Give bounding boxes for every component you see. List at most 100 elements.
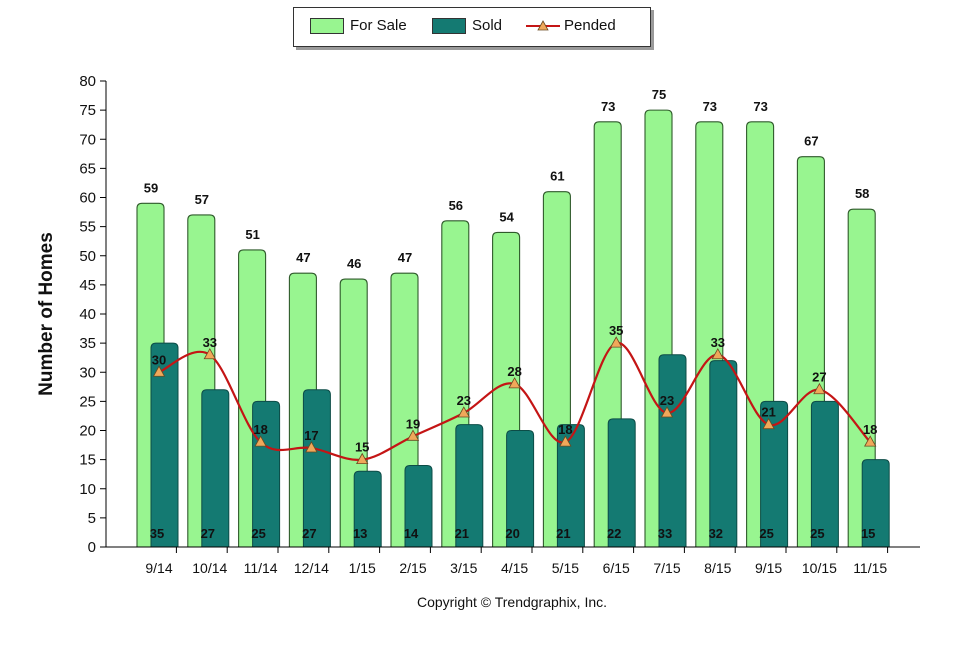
pended-value-label: 18 — [863, 422, 877, 437]
y-tick-label: 10 — [79, 481, 96, 498]
for-sale-value-label: 57 — [195, 192, 209, 207]
legend-item-sold: Sold — [432, 17, 502, 34]
y-tick-label: 20 — [79, 423, 96, 440]
pended-marker — [457, 406, 470, 418]
sold-value-label: 27 — [302, 526, 316, 541]
pended-marker — [406, 429, 420, 441]
for-sale-value-label: 73 — [703, 99, 717, 114]
pended-marker — [152, 365, 166, 377]
x-tick-label: 3/15 — [450, 560, 477, 576]
for-sale-swatch — [310, 17, 344, 34]
y-tick-label: 25 — [79, 393, 96, 410]
for-sale-value-label: 67 — [804, 134, 818, 149]
for-sale-value-label: 56 — [449, 198, 463, 213]
y-tick-label: 50 — [79, 248, 96, 265]
legend-label-pended: Pended — [564, 17, 616, 34]
pended-value-label: 23 — [457, 393, 471, 408]
x-tick-label: 10/15 — [802, 560, 837, 576]
sold-value-label: 32 — [709, 526, 723, 541]
sold-value-label: 15 — [861, 526, 875, 541]
pended-value-label: 27 — [812, 370, 826, 385]
pended-value-label: 15 — [355, 440, 369, 455]
y-axis-title: Number of Homes — [36, 232, 57, 396]
y-tick-label: 75 — [79, 102, 96, 119]
sold-value-label: 21 — [455, 526, 469, 541]
for-sale-value-label: 47 — [398, 250, 412, 265]
x-tick-label: 9/15 — [755, 560, 782, 576]
x-tick-label: 5/15 — [552, 560, 579, 576]
pended-value-label: 28 — [507, 364, 521, 379]
for-sale-value-label: 75 — [652, 87, 666, 102]
sold-bar — [150, 342, 179, 548]
pended-marker — [254, 435, 267, 447]
pended-value-label: 33 — [711, 335, 725, 350]
x-tick-label: 4/15 — [501, 560, 528, 576]
pended-value-label: 30 — [152, 352, 166, 367]
sold-bar — [506, 430, 535, 548]
legend: For Sale Sold Pended — [293, 7, 651, 47]
sold-bar — [607, 418, 636, 548]
for-sale-value-label: 51 — [245, 227, 259, 242]
sold-bar — [658, 354, 687, 548]
pended-marker — [711, 347, 724, 360]
sold-bar — [302, 389, 331, 548]
x-tick-label: 2/15 — [399, 560, 426, 576]
pended-marker — [305, 441, 318, 453]
pended-line — [158, 342, 872, 461]
sold-value-label: 20 — [505, 526, 519, 541]
x-tick-label: 7/15 — [653, 560, 680, 576]
for-sale-value-label: 47 — [296, 250, 310, 265]
y-tick-label: 60 — [79, 190, 96, 207]
y-tick-label: 40 — [79, 306, 96, 323]
pended-marker — [356, 452, 369, 465]
sold-value-label: 22 — [607, 526, 621, 541]
sold-bar — [556, 424, 585, 548]
pended-line-icon — [526, 19, 560, 30]
for-sale-value-label: 58 — [855, 186, 869, 201]
pended-marker — [508, 377, 521, 389]
x-tick-label: 11/14 — [244, 560, 278, 576]
x-tick-label: 10/14 — [192, 560, 227, 576]
sold-value-label: 25 — [759, 526, 773, 541]
pended-marker — [864, 435, 877, 447]
pended-value-label: 17 — [304, 428, 318, 443]
pended-value-label: 35 — [609, 323, 623, 338]
legend-item-for-sale: For Sale — [310, 17, 407, 34]
for-sale-value-label: 73 — [753, 99, 767, 114]
sold-bar — [861, 459, 890, 548]
sold-value-label: 35 — [150, 526, 164, 541]
pended-marker — [203, 347, 216, 360]
pended-marker — [813, 382, 826, 395]
pended-value-label: 23 — [660, 393, 674, 408]
sold-value-label: 14 — [404, 526, 419, 541]
x-tick-label: 11/15 — [853, 560, 887, 576]
sold-bar — [201, 389, 230, 548]
legend-item-pended: Pended — [526, 17, 616, 34]
for-sale-value-label: 54 — [499, 209, 514, 224]
y-tick-label: 35 — [79, 335, 96, 352]
legend-label-sold: Sold — [472, 17, 503, 34]
y-tick-label: 70 — [79, 131, 96, 148]
pended-value-label: 18 — [253, 422, 267, 437]
legend-label-for-sale: For Sale — [350, 17, 407, 34]
sold-value-label: 33 — [658, 526, 672, 541]
y-tick-label: 65 — [79, 160, 96, 177]
pended-value-label: 18 — [558, 422, 572, 437]
sold-value-label: 25 — [810, 526, 824, 541]
y-tick-label: 80 — [79, 73, 96, 90]
y-tick-label: 5 — [88, 510, 96, 527]
pended-value-label: 21 — [761, 405, 775, 420]
y-tick-label: 55 — [79, 219, 96, 236]
pended-marker — [762, 417, 775, 430]
sold-bar — [810, 400, 839, 548]
sold-bar — [455, 424, 484, 548]
for-sale-value-label: 61 — [550, 169, 564, 184]
y-tick-label: 0 — [88, 539, 96, 556]
x-tick-label: 9/14 — [145, 560, 172, 576]
sold-value-label: 27 — [201, 526, 215, 541]
y-tick-label: 45 — [79, 277, 96, 294]
sold-swatch — [432, 17, 466, 34]
pended-marker — [660, 406, 674, 418]
sold-bar — [709, 360, 738, 548]
